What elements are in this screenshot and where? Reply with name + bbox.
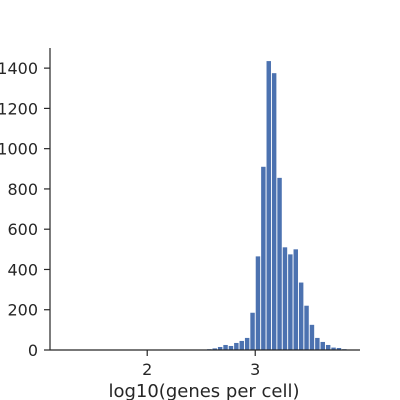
- histogram-bar: [261, 166, 266, 350]
- y-axis-ticks: 0 200 400 600 800 1000 1200 1400: [0, 59, 50, 360]
- histogram-bar: [239, 340, 244, 350]
- histogram-bar: [315, 337, 320, 350]
- histogram-bar: [244, 337, 250, 350]
- histogram-bars: [207, 61, 347, 351]
- histogram-bar: [336, 347, 342, 350]
- histogram-bar: [331, 347, 336, 350]
- histogram-bar: [298, 282, 304, 350]
- histogram-bar: [228, 345, 234, 350]
- histogram-bar: [223, 344, 228, 350]
- histogram-bar: [277, 177, 282, 350]
- y-tick-label: 1200: [0, 99, 38, 118]
- y-tick-label: 1000: [0, 140, 38, 159]
- histogram-bar: [217, 346, 223, 350]
- histogram-bar: [320, 341, 325, 350]
- y-tick-label: 1400: [0, 59, 38, 78]
- histogram-bar: [266, 61, 271, 351]
- y-tick-label: 400: [7, 260, 38, 279]
- histogram-bar: [325, 344, 331, 350]
- histogram-bar: [293, 249, 298, 350]
- histogram-bar: [255, 256, 261, 350]
- histogram-bar: [250, 312, 255, 350]
- x-axis-title: log10(genes per cell): [108, 381, 299, 400]
- y-tick-label: 800: [7, 180, 38, 199]
- histogram-bar: [271, 73, 277, 351]
- histogram-bar: [304, 305, 309, 350]
- histogram-bar: [234, 342, 239, 350]
- y-tick-label: 600: [7, 220, 38, 239]
- y-tick-label: 200: [7, 301, 38, 320]
- histogram-bar: [288, 254, 293, 350]
- histogram-bar: [309, 324, 315, 350]
- y-tick-label: 0: [28, 341, 38, 360]
- histogram-bar: [212, 348, 217, 350]
- x-tick-label: 2: [142, 360, 152, 379]
- histogram-bar: [282, 247, 288, 350]
- x-tick-label: 3: [250, 360, 260, 379]
